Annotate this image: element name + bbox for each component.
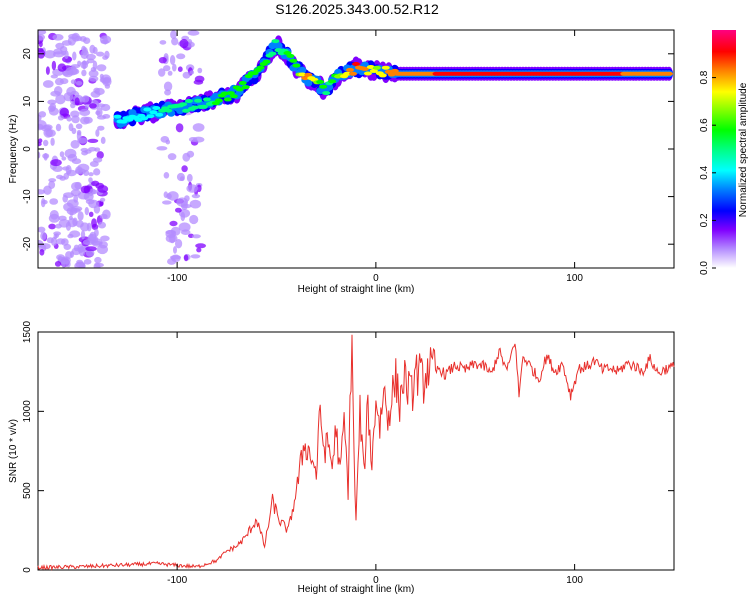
- colorbar: 0.0 0.2 0.4 0.6 0.8 Normalized spectral ampl…: [699, 30, 749, 275]
- y-tick-label: 0: [22, 146, 33, 152]
- snr-y-label: SNR (10 * v/v): [8, 419, 19, 483]
- colorbar-tick-label: 0.0: [699, 261, 710, 275]
- colorbar-tick-label: 0.4: [699, 165, 710, 179]
- spectrogram-y-label: Frequency (Hz): [8, 115, 19, 184]
- y-tick-label: 10: [22, 95, 33, 107]
- colorbar-tick-label: 0.6: [699, 118, 710, 132]
- x-tick-label: 0: [373, 575, 379, 586]
- colorbar-label: Normalized spectral amplitude: [738, 82, 749, 217]
- colorbar-ticks: 0.0 0.2 0.4 0.6 0.8: [699, 70, 716, 275]
- y-tick-label: -20: [22, 237, 33, 252]
- snr-x-label: Height of straight line (km): [298, 584, 415, 595]
- spectrogram-x-label: Height of straight line (km): [298, 284, 415, 295]
- x-tick-label: 0: [373, 273, 379, 284]
- x-tick-label: -100: [167, 575, 187, 586]
- spectrogram-ridge: [113, 35, 673, 130]
- chart-title: S126.2025.343.00.52.R12: [275, 1, 439, 17]
- snr-series-line: [37, 334, 675, 571]
- x-tick-label: 100: [566, 575, 583, 586]
- y-tick-label: 500: [22, 482, 33, 499]
- y-tick-label: 0: [22, 567, 33, 573]
- colorbar-tick-label: 0.2: [699, 213, 710, 227]
- y-tick-label: -10: [22, 189, 33, 204]
- x-tick-label: -100: [167, 273, 187, 284]
- y-tick-label: 1500: [22, 320, 33, 343]
- colorbar-gradient: [712, 30, 736, 268]
- snr-panel: -100 0 100 0 500 1000 1500 Height of straight…: [8, 320, 675, 595]
- snr-frame: [37, 331, 675, 571]
- x-tick-label: 100: [566, 273, 583, 284]
- spectrogram-noise: [38, 30, 207, 268]
- snr-x-ticks: -100 0 100: [167, 332, 583, 586]
- y-tick-label: 20: [22, 48, 33, 60]
- spectrogram-x-ticks: -100 0 100: [167, 30, 583, 284]
- spectrogram-y-ticks: 20 10 0 -10 -20: [22, 48, 674, 252]
- snr-y-ticks: 0 500 1000 1500: [22, 320, 674, 573]
- colorbar-tick-label: 0.8: [699, 70, 710, 84]
- y-tick-label: 1000: [22, 400, 33, 423]
